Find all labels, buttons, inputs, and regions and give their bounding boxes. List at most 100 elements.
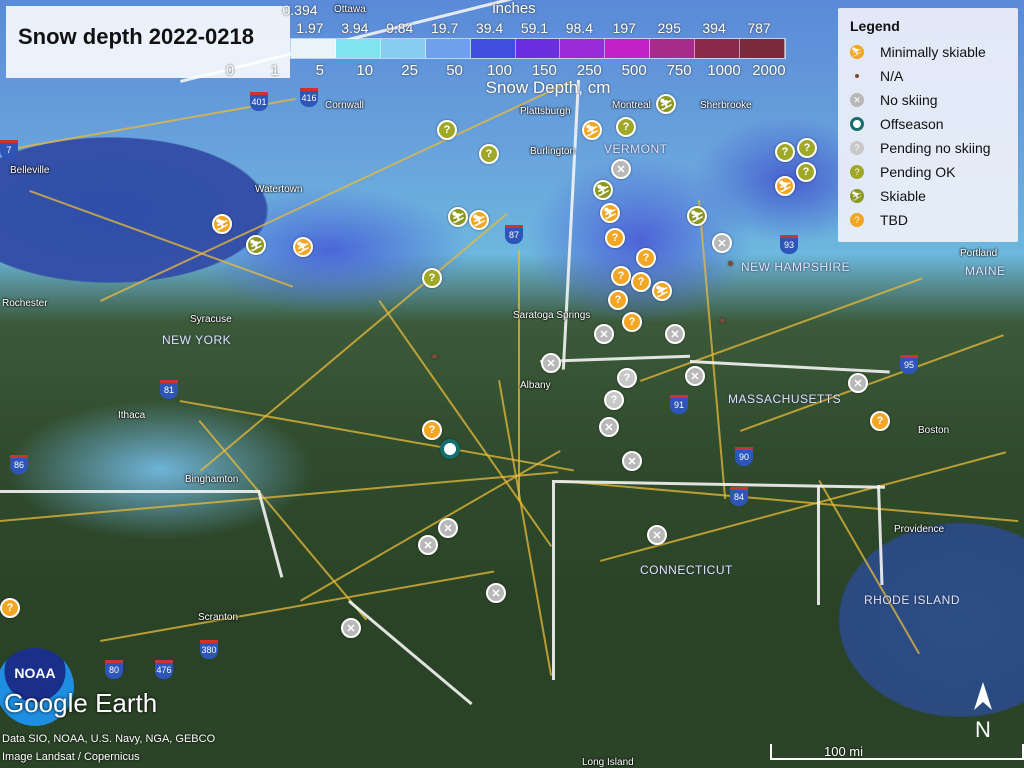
marker-no-skiing[interactable]: ✕ [438,518,458,538]
marker-no-skiing[interactable]: ✕ [647,525,667,545]
marker-pending-ok[interactable]: ? [437,120,457,140]
noaa-logo: NOAA [0,648,74,726]
marker-tbd[interactable]: ? [870,411,890,431]
colorbar-cm-label: 10 [356,62,374,79]
marker-minimally-skiable[interactable]: ⛷ [775,176,795,196]
legend-panel: Legend ⛷ Minimally skiable N/A ✕ No skiing Of… [838,8,1018,242]
marker-pending-ok[interactable]: ? [616,117,636,137]
marker-no-skiing[interactable]: ✕ [594,324,614,344]
question-icon: ? [622,121,630,133]
marker-offseason[interactable] [440,439,460,459]
colorbar-swatch [740,39,785,58]
legend-item-label: Pending no skiing [880,140,991,156]
skier-icon: ⛷ [778,180,792,193]
marker-no-skiing[interactable]: ✕ [685,366,705,386]
marker-pending-no-skiing[interactable]: ? [604,390,624,410]
marker-no-skiing[interactable]: ✕ [848,373,868,393]
question-icon: ? [610,394,618,406]
marker-skiable[interactable]: ⛷ [593,180,613,200]
road [198,420,368,621]
colorbar-cm-label: 5 [315,62,324,79]
marker-minimally-skiable[interactable]: ⛷ [600,203,620,223]
place-label: Ottawa [334,4,366,15]
marker-no-skiing[interactable]: ✕ [486,583,506,603]
marker-tbd[interactable]: ? [422,420,442,440]
marker-tbd[interactable]: ? [608,290,628,310]
question-icon: ? [428,424,436,436]
marker-tbd[interactable]: ? [636,248,656,268]
marker-minimally-skiable[interactable]: ⛷ [582,120,602,140]
colorbar-inches-label: 197 [612,20,636,36]
place-label: Syracuse [190,314,232,325]
highway-shield: 80 [105,660,123,679]
road [378,300,553,547]
marker-tbd[interactable]: ? [631,272,651,292]
marker-tbd[interactable]: ? [0,598,20,618]
question-icon: ? [485,148,493,160]
question-icon: ? [428,272,436,284]
marker-no-skiing[interactable]: ✕ [599,417,619,437]
marker-pending-ok[interactable]: ? [796,162,816,182]
colorbar-swatch [470,39,516,58]
marker-na[interactable] [432,354,437,359]
highway-shield: 86 [10,455,28,474]
question-icon: ? [611,232,619,244]
colorbar-cm-label: 1000 [707,62,741,79]
marker-na[interactable] [728,261,733,266]
highway-shield: 380 [200,640,218,659]
colorbar-unit-top: inches [492,0,536,17]
marker-pending-ok[interactable]: ? [797,138,817,158]
colorbar-swatch [650,39,696,58]
colorbar-cm-label: 1 [270,62,280,79]
marker-minimally-skiable[interactable]: ⛷ [212,214,232,234]
marker-skiable[interactable]: ⛷ [656,94,676,114]
marker-minimally-skiable[interactable]: ⛷ [293,237,313,257]
question-icon: ? [876,415,884,427]
noaa-logo-text: NOAA [14,665,56,681]
skier-icon: ⛷ [472,214,486,227]
marker-pending-no-skiing[interactable]: ? [617,368,637,388]
colorbar-cm-label: 0 [225,62,235,79]
marker-skiable[interactable]: ⛷ [687,206,707,226]
marker-skiable[interactable]: ⛷ [246,235,266,255]
question-icon: ? [623,372,631,384]
legend-item-label: Skiable [880,188,926,204]
marker-na[interactable] [720,318,725,323]
place-label: Portland [960,248,998,259]
x-icon: ✕ [850,93,864,107]
highway-shield: 7 [0,140,18,159]
marker-minimally-skiable[interactable]: ⛷ [652,281,672,301]
marker-minimally-skiable[interactable]: ⛷ [469,210,489,230]
legend-item-pending-ok: ? Pending OK [850,161,956,183]
x-icon: ✕ [853,377,863,390]
marker-tbd[interactable]: ? [605,228,625,248]
legend-item-minimally-skiable: ⛷ Minimally skiable [850,41,986,63]
x-icon: ✕ [616,163,626,176]
highway-shield: 87 [505,225,523,244]
marker-tbd[interactable]: ? [622,312,642,332]
marker-no-skiing[interactable]: ✕ [418,535,438,555]
skier-icon: ⛷ [603,207,617,220]
x-icon: ✕ [652,529,662,542]
north-arrow[interactable]: N [968,680,998,742]
marker-no-skiing[interactable]: ✕ [712,233,732,253]
road [600,451,1007,562]
marker-tbd[interactable]: ? [611,266,631,286]
marker-skiable[interactable]: ⛷ [448,207,468,227]
question-icon: ? [850,165,864,179]
colorbar-swatch [560,39,606,58]
road [300,450,561,602]
marker-pending-ok[interactable]: ? [775,142,795,162]
marker-no-skiing[interactable]: ✕ [541,353,561,373]
state-label: VERMONT [604,142,668,156]
marker-pending-ok[interactable]: ? [422,268,442,288]
marker-no-skiing[interactable]: ✕ [665,324,685,344]
colorbar-swatch [515,39,561,58]
marker-pending-ok[interactable]: ? [479,144,499,164]
marker-no-skiing[interactable]: ✕ [341,618,361,638]
road [100,80,573,302]
marker-no-skiing[interactable]: ✕ [611,159,631,179]
state-label: CONNECTICUT [640,563,733,577]
marker-no-skiing[interactable]: ✕ [622,451,642,471]
colorbar-unit-bottom: Snow Depth, cm [485,78,611,97]
